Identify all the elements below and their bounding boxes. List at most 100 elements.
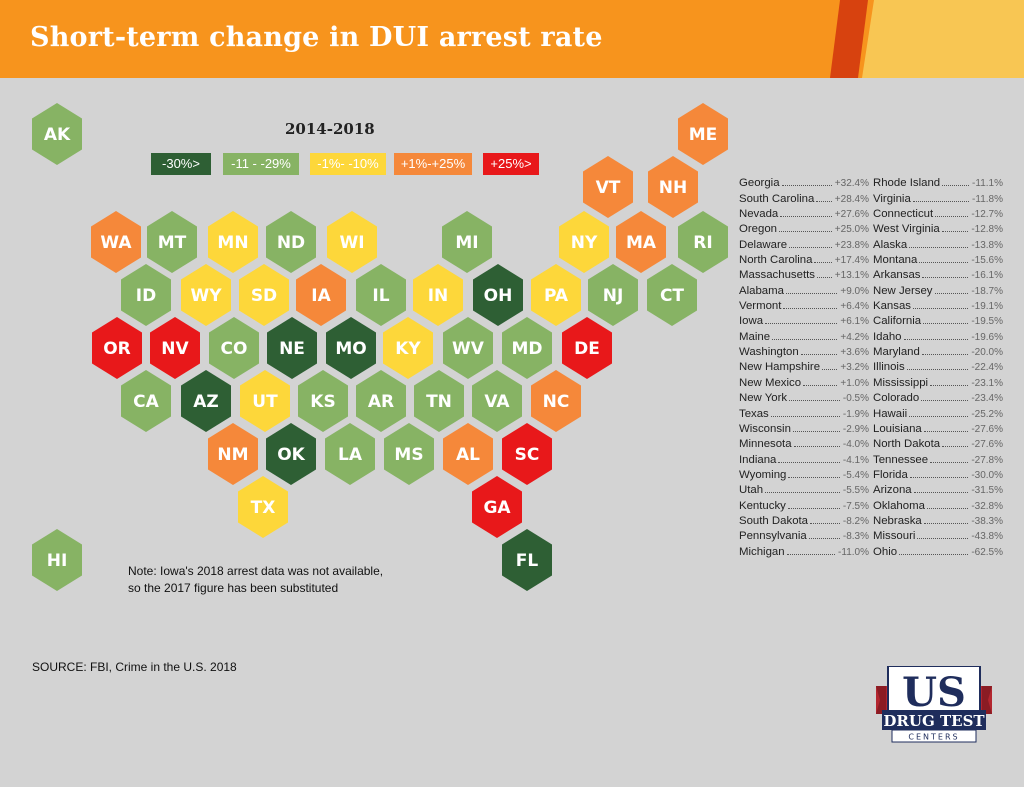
hex-tile-ar <box>356 370 406 432</box>
ranking-row: New York -0.5% <box>739 389 869 404</box>
hex-label-ks: KS <box>310 392 335 412</box>
hex-ne: NE <box>267 317 317 379</box>
ranking-value: -5.4% <box>842 469 869 481</box>
hex-tile-id <box>121 264 171 326</box>
hex-label-va: VA <box>484 392 510 412</box>
ranking-leader-dots <box>913 308 969 310</box>
ranking-row: Nevada +27.6% <box>739 205 869 220</box>
ranking-value: -32.8% <box>971 500 1003 512</box>
hex-tile-la <box>325 423 375 485</box>
ranking-state-name: Kentucky <box>739 499 786 512</box>
ranking-row: Texas -1.9% <box>739 404 869 420</box>
hex-tile-vt <box>583 156 633 218</box>
hex-label-mi: MI <box>455 233 478 253</box>
ranking-value: -19.6% <box>971 331 1003 343</box>
hex-or: OR <box>92 317 142 379</box>
hex-ky: KY <box>383 317 433 379</box>
ranking-state-name: Michigan <box>739 545 785 558</box>
ranking-row: Mississippi -23.1% <box>873 373 1003 389</box>
hex-label-sd: SD <box>251 286 277 306</box>
ranking-state-name: Louisiana <box>873 422 922 435</box>
logo-centers-text: CENTERS <box>908 733 959 742</box>
hex-tile-sd <box>239 264 289 326</box>
ranking-value: +28.4% <box>834 193 869 205</box>
ranking-state-name: Delaware <box>739 238 788 251</box>
header-stripes <box>830 0 1024 78</box>
ranking-state-name: Arkansas <box>873 269 921 282</box>
hex-tile-nh <box>648 156 698 218</box>
hex-label-la: LA <box>338 445 363 465</box>
hex-label-nd: ND <box>277 233 305 253</box>
ranking-state-name: Hawaii <box>873 407 908 420</box>
hex-label-ma: MA <box>626 233 657 253</box>
hex-wa: WA <box>91 211 141 273</box>
ranking-state-name: Minnesota <box>739 438 792 451</box>
ranking-value: -20.0% <box>971 347 1003 359</box>
ranking-leader-dots <box>919 262 969 264</box>
ranking-leader-dots <box>922 277 969 279</box>
ranking-state-name: Oregon <box>739 223 777 236</box>
hex-ga: GA <box>472 476 522 538</box>
hex-label-de: DE <box>574 339 600 359</box>
hex-id: ID <box>121 264 171 326</box>
hex-tile-nv <box>150 317 200 379</box>
ranking-state-name: Montana <box>873 254 918 267</box>
ranking-row: Florida -30.0% <box>873 466 1003 481</box>
hex-wi: WI <box>327 211 377 273</box>
ranking-value: -43.8% <box>971 531 1003 543</box>
hex-mi: MI <box>442 211 492 273</box>
map-note: Note: Iowa's 2018 arrest data was not av… <box>128 564 384 595</box>
ranking-leader-dots <box>789 246 832 248</box>
hex-label-co: CO <box>221 339 248 359</box>
ranking-leader-dots <box>923 522 969 524</box>
ranking-value: -62.5% <box>971 546 1003 558</box>
ranking-value: +23.8% <box>834 239 869 251</box>
hex-tile-ga <box>472 476 522 538</box>
ranking-row: Georgia +32.4% <box>739 174 869 189</box>
hex-tile-il <box>356 264 406 326</box>
ranking-state-name: Rhode Island <box>873 177 941 190</box>
ranking-leader-dots <box>783 308 838 310</box>
ranking-value: -18.7% <box>971 285 1003 297</box>
hex-nv: NV <box>150 317 200 379</box>
ranking-row: Oklahoma -32.8% <box>873 496 1003 512</box>
hex-label-ct: CT <box>660 286 684 306</box>
hex-ms: MS <box>384 423 434 485</box>
hex-tile-ny <box>559 211 609 273</box>
ranking-leader-dots <box>816 200 832 202</box>
hex-tile-tn <box>414 370 464 432</box>
ranking-value: -15.6% <box>971 255 1003 267</box>
ranking-value: +25.0% <box>834 224 869 236</box>
hex-label-tn: TN <box>426 392 452 412</box>
hex-fl: FL <box>502 529 552 591</box>
hex-ma: MA <box>616 211 666 273</box>
hex-tile-me <box>678 103 728 165</box>
ranking-state-name: Nevada <box>739 208 779 221</box>
hex-tile-md <box>502 317 552 379</box>
hex-label-ut: UT <box>252 392 278 412</box>
hex-tile-ky <box>383 317 433 379</box>
hex-tile-nj <box>588 264 638 326</box>
ranking-state-name: Idaho <box>873 330 902 343</box>
hex-label-mt: MT <box>158 233 187 253</box>
ranking-leader-dots <box>906 369 969 371</box>
ranking-leader-dots <box>934 292 969 294</box>
ranking-row: Connecticut -12.7% <box>873 205 1003 220</box>
ranking-leader-dots <box>912 200 970 202</box>
hex-tile-ut <box>240 370 290 432</box>
ranking-value: -11.8% <box>972 193 1003 205</box>
legend-item-1-10: -1%- -10% <box>310 153 386 175</box>
ranking-row: Utah -5.5% <box>739 481 869 496</box>
ranking-state-name: New Hampshire <box>739 361 821 374</box>
ranking-leader-dots <box>935 216 969 218</box>
hex-label-nj: NJ <box>603 286 624 306</box>
hex-label-or: OR <box>103 339 131 359</box>
ranking-state-name: Utah <box>739 484 764 497</box>
ranking-state-name: Tennessee <box>873 453 929 466</box>
ranking-leader-dots <box>899 553 969 555</box>
ranking-leader-dots <box>765 492 840 494</box>
hex-ok: OK <box>266 423 316 485</box>
hex-tile-wa <box>91 211 141 273</box>
ranking-leader-dots <box>780 216 832 218</box>
